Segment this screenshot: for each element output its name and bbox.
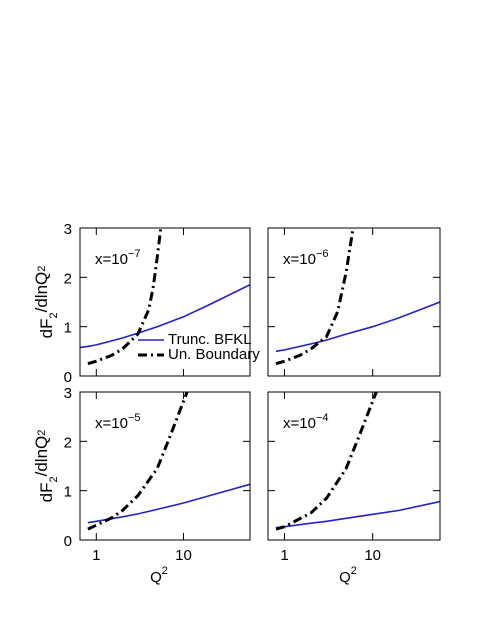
y-tick-label: 2	[64, 434, 72, 451]
y-axis-label-part: 2	[36, 430, 48, 436]
x-axis-label: Q2	[339, 565, 357, 586]
x-axis-label-exp: 2	[162, 565, 168, 577]
plot-frame	[79, 227, 251, 377]
legend-label: Trunc. BFKL	[168, 331, 252, 348]
panel-label-exp: −6	[316, 248, 329, 260]
series-line	[275, 228, 355, 366]
panel-label-base: x=10	[283, 415, 316, 432]
series-line	[87, 228, 163, 366]
y-tick-label: 0	[64, 533, 72, 550]
panel-label: x=10−4	[283, 412, 329, 432]
y-axis-label-part: dF	[37, 483, 56, 503]
panel-label-base: x=10	[95, 251, 128, 268]
y-tick-label: 1	[64, 484, 72, 501]
y-tick-label: 3	[64, 221, 72, 238]
y-axis-label-part: dF	[37, 319, 56, 339]
y-axis-label-part: 2	[36, 266, 48, 272]
plot-frame	[79, 391, 251, 541]
x-axis-label-exp: 2	[351, 565, 357, 577]
series-line	[87, 392, 189, 531]
series-line	[275, 301, 440, 353]
y-axis-label-part: /dlnQ	[32, 436, 51, 477]
panel: 1 10 x=10−4 Q2	[267, 391, 441, 586]
y-axis-label: dF2/dlnQ2	[32, 266, 60, 339]
x-tick-label: 10	[175, 547, 192, 564]
x-tick-label: 1	[92, 547, 100, 564]
x-axis-label: Q2	[150, 565, 168, 586]
panel-label: x=10−5	[95, 412, 141, 432]
y-axis-label-part: 2	[48, 312, 60, 318]
y-tick-label: 0	[64, 369, 72, 386]
y-tick-label: 3	[64, 385, 72, 402]
x-axis-label-base: Q	[339, 569, 351, 586]
panel-label-base: x=10	[95, 415, 128, 432]
legend-label: Un. Boundary	[168, 346, 260, 363]
y-axis-label-part: /dlnQ	[32, 272, 51, 313]
plot-frame	[267, 227, 441, 377]
plot-frame	[267, 391, 441, 541]
series-line	[87, 483, 250, 524]
panel-label: x=10−6	[283, 248, 329, 268]
series-line	[275, 392, 378, 531]
x-axis-label-base: Q	[150, 569, 162, 586]
panel-label-exp: −4	[316, 412, 329, 424]
panel-label-exp: −5	[128, 412, 141, 424]
y-axis-label-part: 2	[48, 476, 60, 482]
series-line	[275, 500, 440, 529]
panel: x=10−6	[267, 227, 441, 377]
y-axis-label: dF2/dlnQ2	[32, 430, 60, 503]
y-tick-label: 2	[64, 270, 72, 287]
panel-label: x=10−7	[95, 248, 141, 268]
x-tick-label: 1	[280, 547, 288, 564]
panel-label-base: x=10	[283, 251, 316, 268]
panel-label-exp: −7	[128, 248, 141, 260]
x-tick-label: 10	[364, 547, 381, 564]
y-tick-label: 1	[64, 320, 72, 337]
